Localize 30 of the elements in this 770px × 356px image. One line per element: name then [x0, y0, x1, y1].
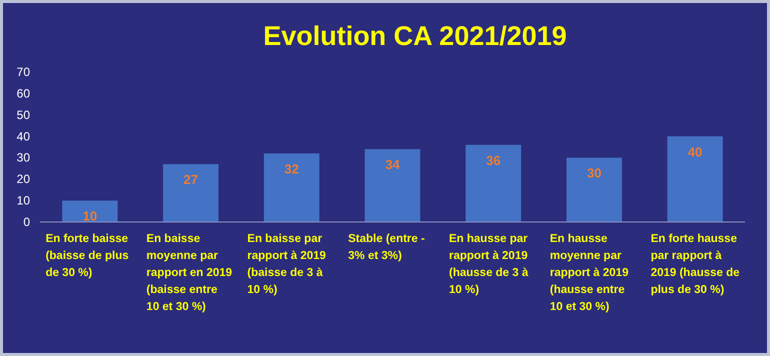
y-tick-label: 60 [16, 86, 30, 100]
chart-title: Evolution CA 2021/2019 [263, 21, 567, 51]
bar [163, 164, 219, 222]
data-label: 10 [82, 208, 98, 224]
y-tick-label: 30 [16, 150, 30, 165]
data-label: 40 [688, 144, 702, 160]
y-tick-label: 40 [16, 129, 30, 144]
x-tick-label: Stable (entre - 3% et 3%) [348, 233, 425, 262]
data-label: 27 [184, 172, 198, 188]
y-tick-label: 70 [16, 65, 30, 79]
y-tick-label: 10 [16, 194, 30, 208]
bar [667, 136, 723, 222]
data-label: 30 [586, 166, 602, 181]
bar [466, 144, 522, 222]
y-tick-label: 50 [16, 108, 30, 122]
y-tick-label: 0 [23, 215, 30, 229]
data-label: 34 [385, 157, 400, 172]
bar [364, 149, 420, 222]
bar [62, 200, 118, 222]
data-label: 36 [486, 152, 501, 168]
x-tick-label: En baisse par rapport à 2019 (baisse de 3 à 10 %) [247, 233, 326, 296]
x-tick-label: En baisse moyenne par rapport en 2019 (baisse entre 10 et 30 %) [146, 233, 232, 313]
data-label: 32 [284, 161, 299, 176]
x-tick-label: En forte hausse par rapport à 2019 (hausse de plus de 30 %) [650, 233, 740, 296]
x-tick-label: En forte baisse (baisse de plus de 30 %) [46, 233, 129, 279]
bar [566, 158, 622, 222]
bar [264, 153, 320, 222]
x-tick-label: En hausse par rapport à 2019 (hausse de 3 à 10 %) [449, 233, 529, 296]
y-tick-label: 20 [16, 172, 30, 186]
x-tick-label: En hausse moyenne par rapport à 2019 (hausse entre 10 et 30 %) [550, 233, 628, 313]
